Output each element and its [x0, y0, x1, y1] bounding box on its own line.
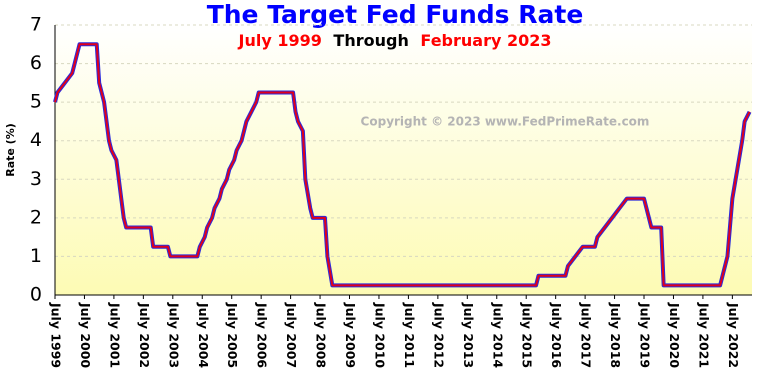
- x-tick-label: July 1999: [49, 302, 64, 368]
- y-tick-label: 2: [30, 206, 42, 228]
- x-tick-label: July 2008: [314, 302, 329, 368]
- x-tick-label: July 2020: [667, 302, 682, 368]
- x-tick-label: July 2005: [225, 302, 240, 368]
- x-tick-label: July 2013: [461, 302, 476, 368]
- line: [54, 43, 751, 287]
- x-tick-label: July 2009: [343, 302, 358, 368]
- y-tick-label: 7: [30, 14, 42, 36]
- x-tick-label: July 2002: [137, 302, 152, 368]
- y-tick-label: 3: [30, 168, 42, 190]
- x-tick-label: July 2006: [255, 302, 270, 368]
- x-tick-label: July 2001: [107, 302, 122, 368]
- subtitle-part: July 1999: [237, 31, 321, 50]
- x-tick-label: July 2018: [608, 302, 623, 368]
- chart-subtitle: July 1999 Through February 2023: [237, 31, 551, 50]
- subtitle-part: February 2023: [420, 31, 551, 50]
- x-tick-label: July 2016: [549, 302, 564, 368]
- x-tick-label: July 2014: [490, 302, 505, 368]
- x-tick-label: July 2019: [638, 302, 653, 368]
- x-tick-label: July 2004: [196, 302, 211, 368]
- watermark: Copyright © 2023 www.FedPrimeRate.com: [361, 115, 650, 129]
- x-tick-label: July 2021: [696, 302, 711, 368]
- x-tick-label: July 2011: [402, 302, 417, 368]
- y-tick-label: 5: [30, 91, 42, 113]
- y-tick-label: 0: [30, 284, 42, 306]
- y-tick-label: 6: [30, 52, 42, 74]
- x-tick-label: July 2010: [372, 302, 387, 368]
- subtitle-part: Through: [333, 31, 408, 50]
- x-tick-label: July 2017: [579, 302, 594, 368]
- plot-area: [55, 25, 752, 295]
- x-tick-label: July 2003: [166, 302, 181, 368]
- x-tick-label: July 2015: [520, 302, 535, 368]
- x-tick-label: July 2022: [726, 302, 741, 368]
- chart-title: The Target Fed Funds Rate: [207, 0, 584, 29]
- x-tick-label: July 2012: [431, 302, 446, 368]
- y-tick-label: 1: [30, 245, 42, 267]
- y-axis-title: Rate (%): [4, 123, 17, 177]
- x-tick-label: July 2000: [78, 302, 93, 368]
- x-tick-label: July 2007: [284, 302, 299, 368]
- y-tick-label: 4: [30, 129, 42, 151]
